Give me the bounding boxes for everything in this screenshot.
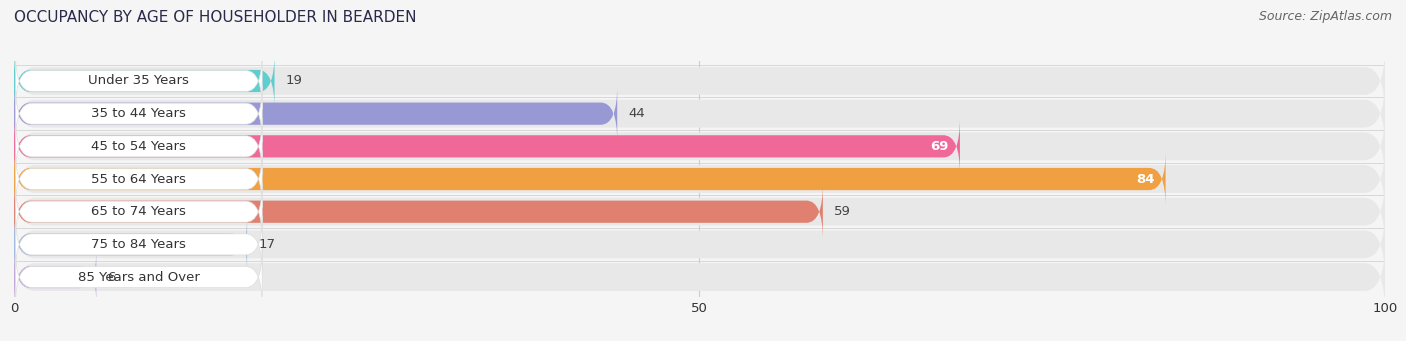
Text: 59: 59 xyxy=(834,205,851,218)
Text: Source: ZipAtlas.com: Source: ZipAtlas.com xyxy=(1258,10,1392,23)
FancyBboxPatch shape xyxy=(14,216,247,272)
Text: 19: 19 xyxy=(285,74,302,88)
Text: 65 to 74 Years: 65 to 74 Years xyxy=(91,205,186,218)
Text: 45 to 54 Years: 45 to 54 Years xyxy=(91,140,186,153)
Text: 75 to 84 Years: 75 to 84 Years xyxy=(91,238,186,251)
FancyBboxPatch shape xyxy=(14,78,1385,149)
FancyBboxPatch shape xyxy=(14,177,1385,247)
FancyBboxPatch shape xyxy=(15,118,262,175)
Text: 85 Years and Over: 85 Years and Over xyxy=(77,270,200,284)
Text: 17: 17 xyxy=(259,238,276,251)
Text: OCCUPANCY BY AGE OF HOUSEHOLDER IN BEARDEN: OCCUPANCY BY AGE OF HOUSEHOLDER IN BEARD… xyxy=(14,10,416,25)
FancyBboxPatch shape xyxy=(14,144,1385,214)
FancyBboxPatch shape xyxy=(14,111,1385,181)
Text: 69: 69 xyxy=(931,140,949,153)
FancyBboxPatch shape xyxy=(14,249,96,305)
Text: 6: 6 xyxy=(107,270,115,284)
FancyBboxPatch shape xyxy=(14,53,274,109)
FancyBboxPatch shape xyxy=(14,183,823,240)
FancyBboxPatch shape xyxy=(15,85,262,142)
FancyBboxPatch shape xyxy=(15,150,262,208)
FancyBboxPatch shape xyxy=(14,86,617,142)
FancyBboxPatch shape xyxy=(15,52,262,110)
Text: 44: 44 xyxy=(628,107,645,120)
Text: 35 to 44 Years: 35 to 44 Years xyxy=(91,107,186,120)
FancyBboxPatch shape xyxy=(15,216,262,273)
FancyBboxPatch shape xyxy=(14,46,1385,116)
FancyBboxPatch shape xyxy=(15,248,262,306)
FancyBboxPatch shape xyxy=(14,209,1385,280)
FancyBboxPatch shape xyxy=(14,151,1166,207)
Text: Under 35 Years: Under 35 Years xyxy=(89,74,190,88)
Text: 84: 84 xyxy=(1136,173,1154,186)
FancyBboxPatch shape xyxy=(14,242,1385,312)
FancyBboxPatch shape xyxy=(14,118,960,175)
FancyBboxPatch shape xyxy=(15,183,262,240)
Text: 55 to 64 Years: 55 to 64 Years xyxy=(91,173,186,186)
